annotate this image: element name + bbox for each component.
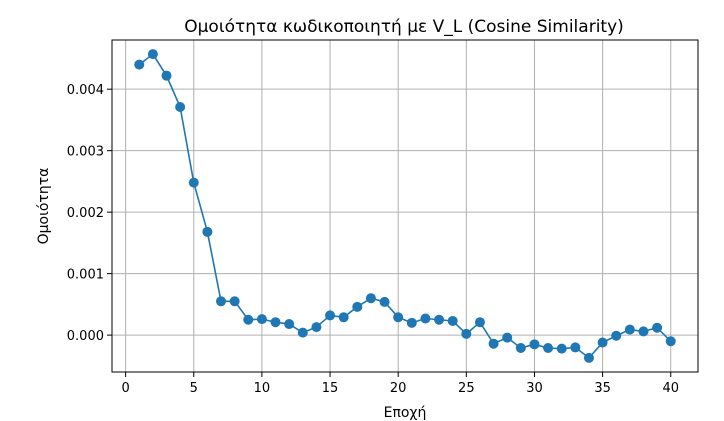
data-point [161, 70, 172, 81]
x-tick-label: 5 [190, 381, 198, 396]
data-point [297, 327, 308, 338]
data-point [216, 296, 227, 307]
x-tick-label: 25 [458, 381, 475, 396]
data-point [474, 317, 485, 328]
data-point [611, 330, 622, 341]
data-point [284, 319, 295, 330]
data-point [543, 343, 554, 354]
data-point [406, 317, 417, 328]
data-point [461, 328, 472, 339]
data-point [175, 102, 186, 113]
data-point [311, 322, 322, 333]
data-point [338, 312, 349, 323]
data-point [447, 315, 458, 326]
data-point [229, 296, 240, 307]
x-tick-label: 10 [254, 381, 271, 396]
y-tick-label: 0.004 [67, 83, 104, 98]
plot-frame [111, 39, 699, 373]
data-point [488, 338, 499, 349]
data-point [352, 301, 363, 312]
data-point [434, 314, 445, 325]
y-tick-label: 0.002 [67, 206, 104, 221]
data-point [147, 49, 158, 60]
data-point [624, 324, 635, 335]
data-point [379, 296, 390, 307]
data-point [556, 343, 567, 354]
data-point [188, 177, 199, 188]
data-point [515, 343, 526, 354]
series-layer [134, 49, 676, 363]
x-tick-label: 20 [390, 381, 407, 396]
y-tick-label: 0.001 [67, 268, 104, 283]
x-tick-label: 35 [594, 381, 611, 396]
data-point [202, 226, 213, 237]
axis-ticks: 0 5 10 15 20 25 30 35 40 0.000 0.001 0.002 0.003 0.00… [67, 83, 679, 396]
data-point [638, 326, 649, 337]
data-point [365, 293, 376, 304]
data-point [420, 313, 431, 324]
x-axis-label: Εποχή [384, 405, 427, 421]
chart-title: Ομοιότητα κωδικοποιητή με V_L (Cosine Si… [184, 17, 624, 37]
data-point [134, 59, 145, 70]
data-point [529, 339, 540, 350]
x-tick-label: 15 [322, 381, 339, 396]
y-tick-label: 0.003 [67, 145, 104, 160]
data-point [325, 310, 336, 321]
data-point [393, 312, 404, 323]
data-point [256, 314, 267, 325]
data-point [570, 342, 581, 353]
y-axis-label: Ομοιότητα [36, 168, 52, 245]
data-point [270, 317, 281, 328]
x-tick-label: 40 [662, 381, 679, 396]
data-point [583, 352, 594, 363]
data-point [597, 337, 608, 348]
data-point [665, 336, 676, 347]
data-point [502, 332, 513, 343]
grid-lines [112, 40, 698, 372]
y-tick-label: 0.000 [67, 329, 104, 344]
data-point [243, 314, 254, 325]
x-tick-label: 0 [121, 381, 129, 396]
series-line [138, 52, 672, 359]
data-point [652, 322, 663, 333]
x-tick-label: 30 [526, 381, 543, 396]
